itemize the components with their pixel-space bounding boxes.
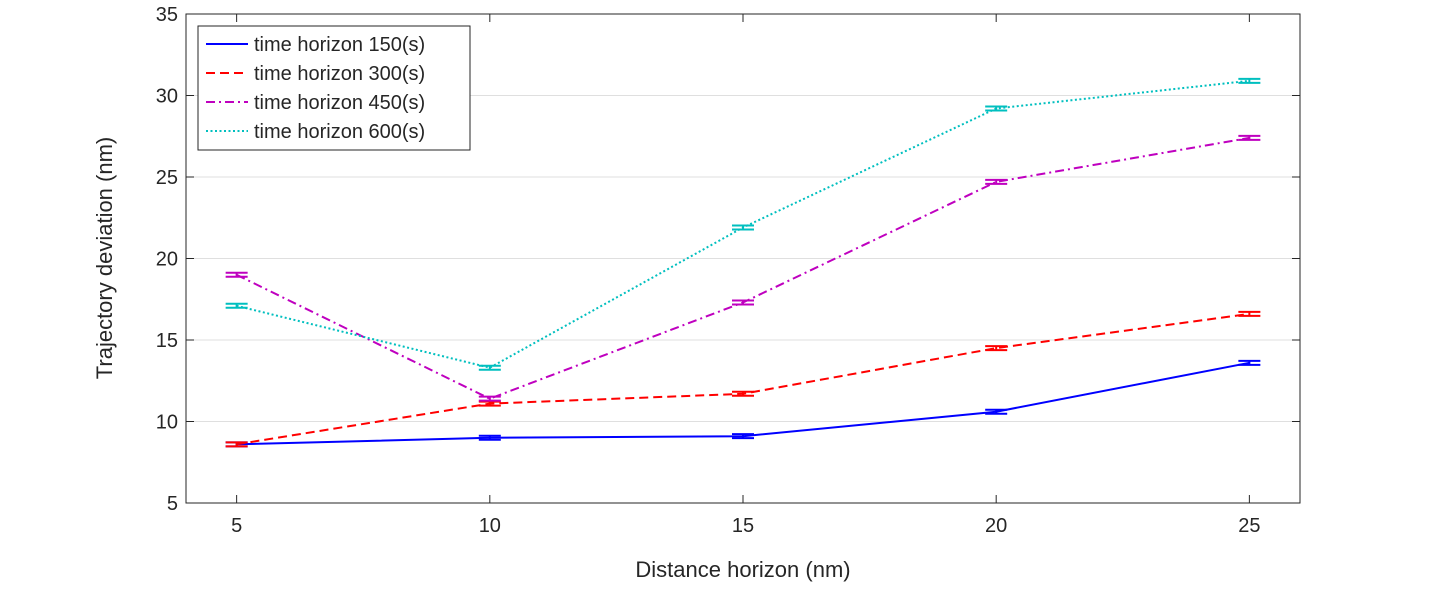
data-point	[225, 302, 248, 309]
data-point	[478, 434, 501, 441]
data-point	[732, 390, 754, 397]
data-point	[1238, 77, 1261, 84]
data-point	[478, 364, 501, 371]
data-point	[732, 299, 754, 306]
data-point	[985, 408, 1008, 415]
data-point	[732, 433, 754, 440]
data-point	[478, 395, 501, 402]
legend-label: time horizon 450(s)	[254, 92, 425, 114]
legend-label: time horizon 600(s)	[254, 121, 425, 143]
y-tick-label: 15	[156, 330, 178, 352]
data-point	[985, 345, 1008, 352]
y-tick-label: 30	[156, 86, 178, 108]
x-tick-label: 25	[1238, 515, 1260, 537]
y-tick-label: 35	[156, 4, 178, 26]
y-axis-title: Trajectory deviation (nm)	[92, 137, 117, 379]
x-tick-label: 5	[231, 515, 242, 537]
data-point	[985, 178, 1008, 185]
legend-label: time horizon 150(s)	[254, 34, 425, 56]
grid-lines	[186, 95, 1300, 422]
legend: time horizon 150(s) time horizon 300(s) ti…	[197, 25, 471, 151]
legend-entry: time horizon 300(s)	[206, 63, 425, 85]
y-tick-label: 20	[156, 249, 178, 271]
data-point	[1238, 310, 1261, 317]
legend-label: time horizon 300(s)	[254, 63, 425, 85]
y-tick-label: 10	[156, 412, 178, 434]
data-point	[1238, 359, 1261, 366]
y-tick-label: 5	[167, 493, 178, 515]
data-markers	[225, 77, 1261, 448]
legend-entry: time horizon 600(s)	[206, 121, 425, 143]
x-tick-label: 20	[985, 515, 1007, 537]
legend-entry: time horizon 450(s)	[206, 92, 425, 114]
axis-ticks: 5 10 15 20 25 30 35 5 10 15 20 25	[156, 4, 1300, 537]
y-tick-label: 25	[156, 167, 178, 189]
data-point	[225, 271, 248, 278]
x-tick-label: 10	[479, 515, 501, 537]
legend-box	[197, 25, 471, 151]
x-tick-label: 15	[732, 515, 754, 537]
x-axis-title: Distance horizon (nm)	[635, 557, 850, 582]
data-point	[985, 105, 1008, 112]
data-point	[1238, 134, 1261, 141]
legend-entry: time horizon 150(s)	[206, 34, 425, 56]
data-point	[225, 441, 248, 448]
data-point	[732, 224, 754, 231]
